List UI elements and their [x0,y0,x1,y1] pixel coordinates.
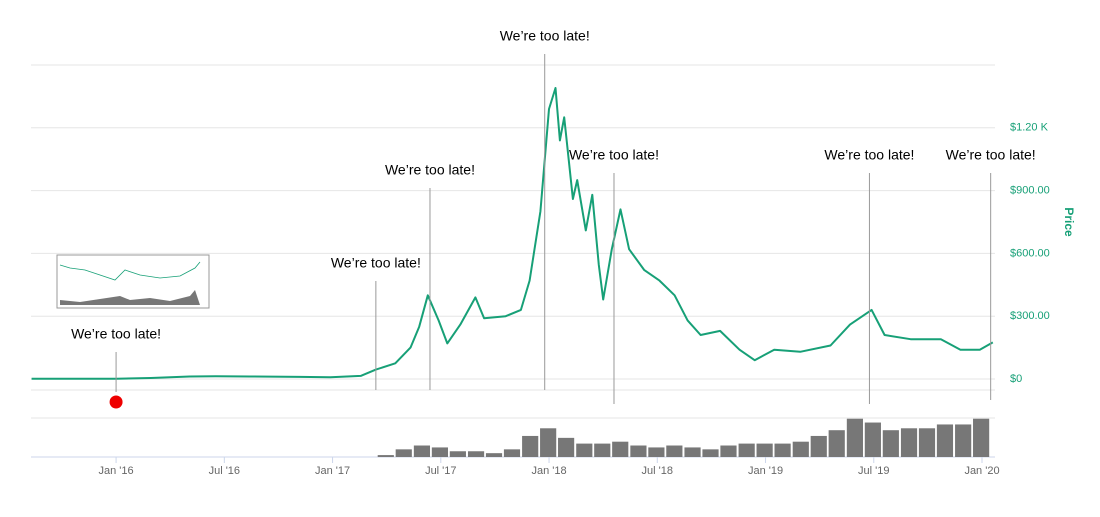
x-tick-label: Jan '18 [531,465,566,477]
volume-bar [630,445,647,457]
volume-bar [720,445,737,457]
volume-bar [612,441,629,457]
volume-bar [594,443,611,457]
volume-bar [395,449,412,457]
volume-bar [918,428,936,457]
volume-bar [756,443,773,457]
x-tick-label: Jan '17 [315,465,350,477]
volume-bar [936,424,954,457]
y-tick-label: $300.00 [1010,310,1050,322]
volume-bar [846,418,863,457]
volume-bar [900,428,918,457]
volume-bar [377,455,394,457]
y-axis-title: Price [1062,207,1076,237]
y-tick-label: $600.00 [1010,247,1050,259]
volume-bar [485,453,503,457]
volume-bar [882,430,899,457]
volume-bar [648,447,665,457]
navigator-thumbnail [56,254,210,309]
volume-bar [702,449,719,457]
thumbnail-line [59,261,201,281]
volume-bar [522,435,539,457]
y-tick-label: $900.00 [1010,185,1050,197]
volume-bar [973,418,990,457]
annotation-label: We’re too late! [824,147,914,163]
volume-bar [955,424,972,457]
volume-bar [540,428,557,457]
volume-bar [738,443,755,457]
volume-bar [774,443,791,457]
volume-bar [792,441,809,457]
thumbnail-volume [60,290,200,305]
y-tick-label: $0 [1010,373,1022,385]
volume-bar [503,449,521,457]
x-tick-label: Jan '16 [99,465,134,477]
y-tick-label: $1.20 K [1010,122,1049,134]
annotation-marker [109,395,123,409]
volume-bar [449,451,466,457]
volume-bar [431,447,448,457]
x-tick-label: Jul '17 [425,465,456,477]
volume-bar [684,447,701,457]
annotation-label: We’re too late! [385,162,475,178]
annotation-label: We’re too late! [71,326,161,342]
volume-bar [576,443,593,457]
volume-bar [666,445,683,457]
annotation-label: We’re too late! [946,147,1036,163]
volume-bar [810,435,827,457]
x-tick-label: Jan '19 [748,465,783,477]
annotation-label: We’re too late! [500,28,590,44]
annotation-label: We’re too late! [569,147,659,163]
volume-bar [467,451,485,457]
annotation-label: We’re too late! [331,255,421,271]
volume-bar [864,422,881,457]
x-tick-label: Jul '16 [209,465,240,477]
volume-bar [413,445,431,457]
x-tick-label: Jan '20 [964,465,999,477]
x-tick-label: Jul '19 [858,465,889,477]
x-tick-label: Jul '18 [642,465,673,477]
volume-bar [558,437,575,457]
price-line [31,87,994,380]
volume-bar [828,430,845,457]
